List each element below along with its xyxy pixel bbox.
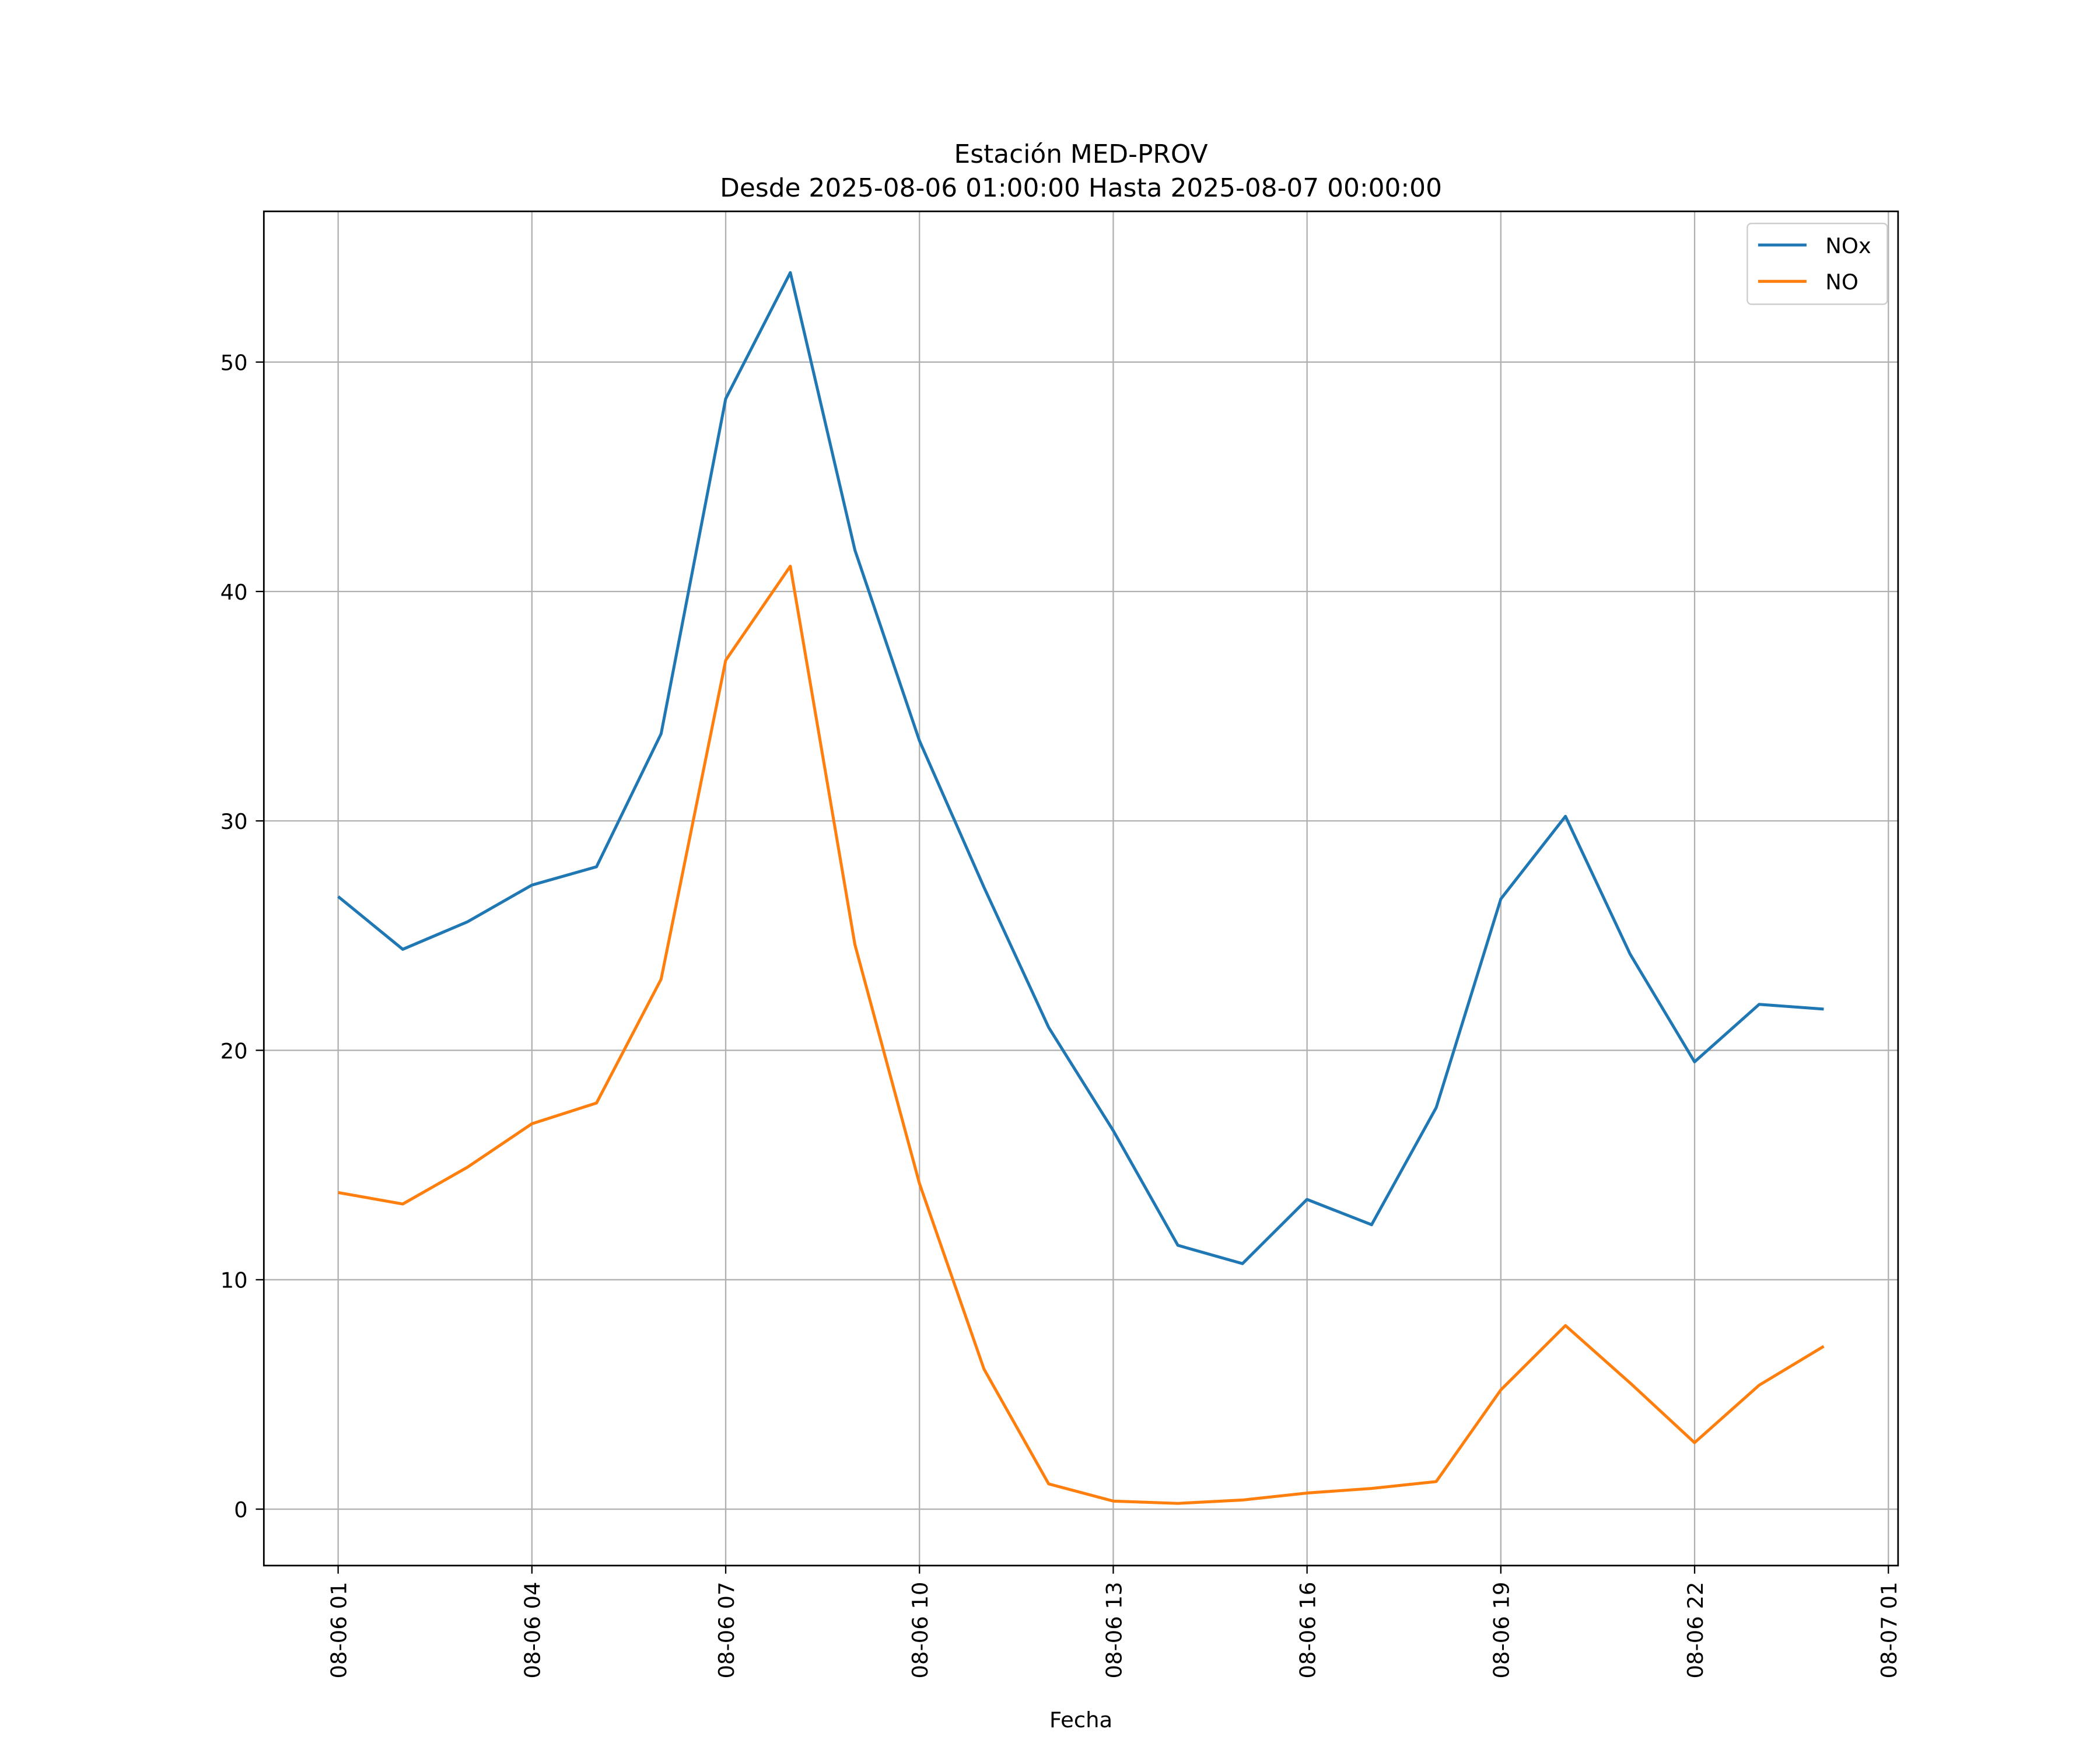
y-tick-label: 0 — [234, 1497, 247, 1522]
x-tick-label: 08-06 01 — [326, 1582, 351, 1679]
x-tick-label: 08-06 16 — [1295, 1582, 1320, 1679]
legend: NOx NO — [1746, 222, 1888, 305]
chart-title: Estación MED-PROV — [954, 139, 1208, 169]
series-lines — [337, 271, 1825, 1505]
x-tick-label: 08-06 04 — [520, 1582, 545, 1679]
x-tick-label: 08-06 22 — [1683, 1582, 1708, 1679]
x-tick-label: 08-06 13 — [1101, 1582, 1126, 1679]
legend-label-no: NO — [1825, 270, 1859, 295]
y-tick-label: 10 — [220, 1268, 248, 1293]
y-tick-label: 20 — [220, 1038, 248, 1063]
x-tick-label: 08-07 01 — [1877, 1582, 1902, 1679]
chart-subtitle: Desde 2025-08-06 01:00:00 Hasta 2025-08-… — [720, 173, 1442, 203]
x-tick-label: 08-06 07 — [714, 1582, 739, 1679]
legend-label-nox: NOx — [1825, 233, 1871, 258]
grid — [264, 211, 1898, 1566]
y-tick-label: 50 — [220, 351, 248, 376]
y-tick-label: 30 — [220, 809, 248, 834]
series-line-no — [338, 565, 1825, 1505]
axis-ticks: 08-06 01 08-06 04 08-06 07 08-06 10 08-06 13… — [220, 351, 1902, 1679]
x-tick-label: 08-06 19 — [1489, 1582, 1514, 1679]
series-line-nox — [337, 271, 1824, 1265]
y-tick-label: 40 — [220, 580, 248, 605]
x-axis-label: Fecha — [1049, 1707, 1112, 1732]
plot-frame — [262, 210, 1899, 1567]
x-tick-label: 08-06 10 — [908, 1582, 933, 1679]
